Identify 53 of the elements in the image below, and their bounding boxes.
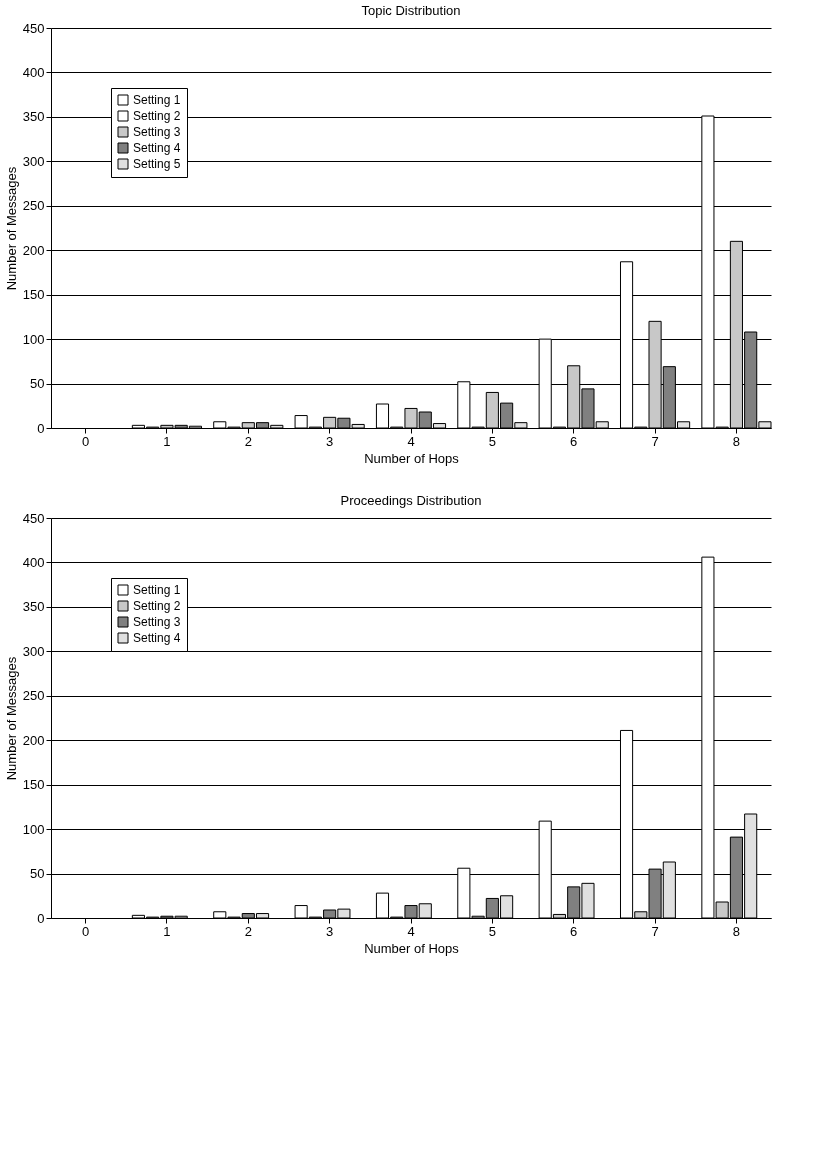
x-tick-label: 1 <box>163 923 171 939</box>
y-tick-label: 300 <box>22 643 45 659</box>
y-tick-label: 250 <box>22 198 45 214</box>
y-tick-label: 0 <box>37 910 45 926</box>
y-tick-label: 0 <box>37 420 45 436</box>
legend-label: Setting 4 <box>133 631 181 645</box>
x-tick-label: 4 <box>407 923 415 939</box>
x-tick-label: 7 <box>651 433 659 449</box>
x-tick-label: 4 <box>407 433 415 449</box>
x-axis-title: Number of Hops <box>364 940 460 956</box>
legend-label: Setting 5 <box>133 157 181 171</box>
legend-label: Setting 3 <box>133 125 181 139</box>
y-tick-label: 50 <box>30 866 45 882</box>
y-tick-label: 100 <box>22 331 45 347</box>
y-tick-label: 50 <box>30 376 45 392</box>
x-tick-label: 5 <box>488 433 496 449</box>
y-tick-label: 150 <box>22 777 45 793</box>
x-tick-label: 7 <box>651 923 659 939</box>
x-tick-label: 0 <box>81 923 90 939</box>
x-tick-label: 3 <box>326 923 334 939</box>
y-tick-label: 450 <box>22 20 45 36</box>
y-tick-label: 200 <box>22 242 45 258</box>
y-axis-title: Number of Messages <box>3 166 19 291</box>
legend-label: Setting 4 <box>133 141 181 155</box>
y-axis-title: Number of Messages <box>3 656 19 781</box>
y-tick-label: 400 <box>22 554 45 570</box>
y-tick-label: 200 <box>22 732 45 748</box>
x-tick-label: 5 <box>488 923 496 939</box>
y-tick-label: 400 <box>22 64 45 80</box>
x-tick-label: 8 <box>732 433 741 449</box>
chart-title: Topic Distribution <box>361 3 461 18</box>
x-tick-label: 8 <box>732 923 741 939</box>
x-tick-label: 1 <box>163 433 171 449</box>
x-tick-label: 6 <box>570 923 578 939</box>
y-tick-label: 300 <box>22 153 45 169</box>
y-tick-label: 350 <box>22 599 45 615</box>
x-tick-label: 2 <box>244 923 252 939</box>
y-tick-label: 350 <box>22 109 45 125</box>
x-axis-title: Number of Hops <box>364 450 460 466</box>
y-tick-label: 450 <box>22 510 45 526</box>
y-tick-label: 100 <box>22 821 45 837</box>
legend-label: Setting 1 <box>133 93 181 107</box>
legend-label: Setting 1 <box>133 583 181 597</box>
legend-label: Setting 2 <box>133 109 181 123</box>
x-tick-label: 0 <box>81 433 90 449</box>
legend-label: Setting 2 <box>133 599 181 613</box>
y-tick-label: 150 <box>22 287 45 303</box>
y-tick-label: 250 <box>22 688 45 704</box>
x-tick-label: 3 <box>326 433 334 449</box>
chart-title: Proceedings Distribution <box>340 493 482 508</box>
legend-label: Setting 3 <box>133 615 181 629</box>
x-tick-label: 2 <box>244 433 252 449</box>
x-tick-label: 6 <box>570 433 578 449</box>
